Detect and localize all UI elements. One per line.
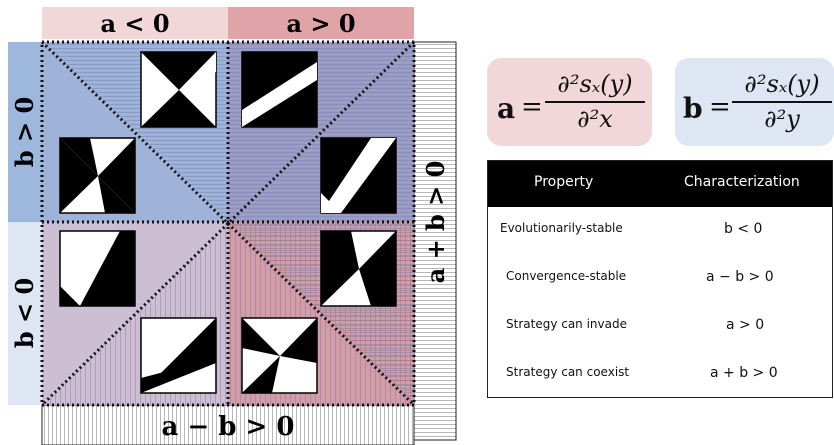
row-characterization: a > 0 bbox=[726, 317, 765, 333]
formula-a-box: a = ∂²sₓ(y) ∂²x bbox=[487, 58, 652, 146]
formula-a-eq: = bbox=[521, 92, 543, 122]
formula-a-lhs: a bbox=[497, 92, 516, 125]
row-characterization: a − b > 0 bbox=[706, 269, 774, 285]
label-b-neg: b < 0 bbox=[10, 278, 39, 348]
band-b-pos bbox=[8, 42, 42, 222]
characterization-table: Property Characterization Evolutionarily… bbox=[487, 160, 833, 398]
band-a-neg bbox=[42, 7, 228, 39]
formula-b-fraction: ∂²sₓ(y) ∂²y bbox=[732, 70, 832, 133]
pip-tile-5 bbox=[59, 230, 136, 307]
pip-tile-4 bbox=[320, 137, 397, 214]
pip-tile-7 bbox=[140, 317, 217, 394]
row-property: Strategy can coexist bbox=[506, 365, 630, 379]
band-a-pos bbox=[228, 7, 414, 39]
formula-a-numerator: ∂²sₓ(y) bbox=[557, 70, 633, 98]
label-b-pos: b > 0 bbox=[10, 97, 39, 167]
pip-tile-6 bbox=[320, 230, 397, 307]
formula-b-numerator: ∂²sₓ(y) bbox=[744, 70, 820, 98]
formula-b-fraction-bar bbox=[732, 101, 832, 103]
row-characterization: b < 0 bbox=[724, 221, 763, 237]
formula-b-box: b = ∂²sₓ(y) ∂²y bbox=[675, 58, 834, 146]
header-property: Property bbox=[534, 174, 594, 190]
table-row: Convergence-stable a − b > 0 bbox=[488, 255, 832, 301]
formula-a-fraction-bar bbox=[545, 101, 645, 103]
label-a-minus-b: a − b > 0 bbox=[162, 412, 295, 442]
formula-a-fraction: ∂²sₓ(y) ∂²x bbox=[545, 70, 645, 133]
row-property: Strategy can invade bbox=[506, 317, 627, 331]
formula-b-denominator: ∂²y bbox=[764, 105, 800, 133]
band-a-plus-b bbox=[413, 41, 457, 441]
pip-tile-1 bbox=[140, 51, 217, 128]
band-b-neg bbox=[8, 222, 42, 405]
row-characterization: a + b > 0 bbox=[710, 365, 778, 381]
pip-tile-3 bbox=[59, 137, 136, 214]
pip-tile-8 bbox=[241, 317, 318, 394]
table-row: Strategy can invade a > 0 bbox=[488, 303, 832, 349]
label-a-pos: a > 0 bbox=[286, 9, 355, 38]
pip-tile-2 bbox=[241, 51, 318, 128]
row-property: Convergence-stable bbox=[506, 269, 627, 283]
table-row: Evolutionarily-stable b < 0 bbox=[488, 207, 832, 253]
table-header: Property Characterization bbox=[488, 161, 832, 207]
label-a-neg: a < 0 bbox=[100, 9, 169, 38]
table-row: Strategy can coexist a + b > 0 bbox=[488, 351, 832, 397]
header-characterization: Characterization bbox=[684, 174, 800, 190]
formula-b-eq: = bbox=[709, 92, 731, 122]
formula-a-denominator: ∂²x bbox=[577, 105, 613, 133]
formula-b-lhs: b bbox=[683, 92, 703, 125]
label-a-plus-b: a + b > 0 bbox=[421, 161, 450, 284]
row-property: Evolutionarily-stable bbox=[500, 221, 623, 235]
